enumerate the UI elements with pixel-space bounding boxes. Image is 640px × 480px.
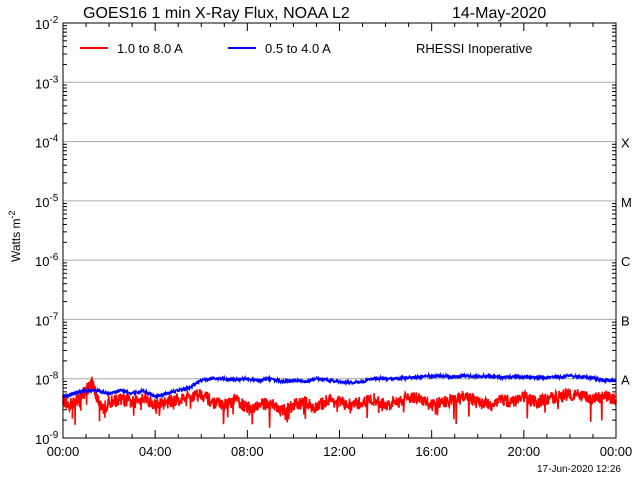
x-tick-label: 04:00 (139, 444, 172, 459)
flare-class-M: M (621, 195, 632, 210)
y-tick-base: 10 (35, 17, 49, 32)
x-tick-label: 16:00 (415, 444, 448, 459)
legend-label-short: 0.5 to 4.0 A (265, 41, 331, 56)
generation-timestamp: 17-Jun-2020 12:26 (537, 464, 621, 475)
flare-class-C: C (621, 254, 630, 269)
y-tick-exponent: -6 (49, 252, 58, 263)
y-tick-label: 10-7 (35, 311, 59, 328)
y-tick-base: 10 (35, 76, 49, 91)
y-tick-exponent: -5 (49, 193, 58, 204)
y-tick-label: 10-5 (35, 193, 59, 210)
plot-frame (62, 22, 617, 439)
series-line-short (62, 371, 617, 400)
flare-class-A: A (621, 373, 630, 388)
x-tick-labels: 00:00 04:00 08:00 12:00 16:00 20:00 00:00 (47, 444, 633, 459)
y-tick-exponent: -7 (49, 311, 58, 322)
y-tick-base: 10 (35, 195, 49, 210)
y-tick-exponent: -9 (49, 430, 58, 441)
legend-label-long: 1.0 to 8.0 A (117, 41, 183, 56)
x-tick-label: 00:00 (600, 444, 633, 459)
x-tick-label: 12:00 (323, 444, 356, 459)
y-tick-label: 10-9 (35, 430, 59, 447)
series-line-long (62, 376, 617, 428)
chart-date: 14-May-2020 (452, 5, 546, 22)
y-tick-base: 10 (35, 373, 49, 388)
y-tick-base: 10 (35, 136, 49, 151)
y-tick-label: 10-4 (35, 134, 59, 151)
x-tick-label: 20:00 (508, 444, 541, 459)
y-tick-base: 10 (35, 313, 49, 328)
x-tick-label: 08:00 (231, 444, 264, 459)
flare-class-B: B (621, 313, 630, 328)
y-tick-exponent: -3 (49, 74, 58, 85)
y-tick-label: 10-3 (35, 74, 59, 91)
y-axis-label: Watts m-2 (7, 210, 23, 262)
y-axis-label-text: Watts m (9, 218, 23, 262)
annotation-rhessi: RHESSI Inoperative (416, 41, 532, 56)
y-tick-label: 10-8 (35, 371, 59, 388)
grid-lines (63, 81, 616, 380)
y-axis-label-sup: -2 (7, 210, 17, 218)
y-tick-base: 10 (35, 254, 49, 269)
y-tick-labels: 10-210-310-410-510-610-710-810-9 (35, 15, 59, 447)
flare-class-labels: X M C B A (621, 136, 632, 388)
y-tick-label: 10-2 (35, 15, 59, 32)
y-tick-exponent: -8 (49, 371, 58, 382)
series-lines (62, 371, 617, 428)
legend: 1.0 to 8.0 A 0.5 to 4.0 A (80, 41, 331, 56)
x-tick-label: 00:00 (47, 444, 80, 459)
y-tick-label: 10-6 (35, 252, 59, 269)
y-tick-exponent: -2 (49, 15, 58, 26)
chart-title: GOES16 1 min X-Ray Flux, NOAA L2 (83, 5, 350, 22)
y-tick-exponent: -4 (49, 134, 58, 145)
y-tick-base: 10 (35, 432, 49, 447)
flare-class-X: X (621, 136, 630, 151)
